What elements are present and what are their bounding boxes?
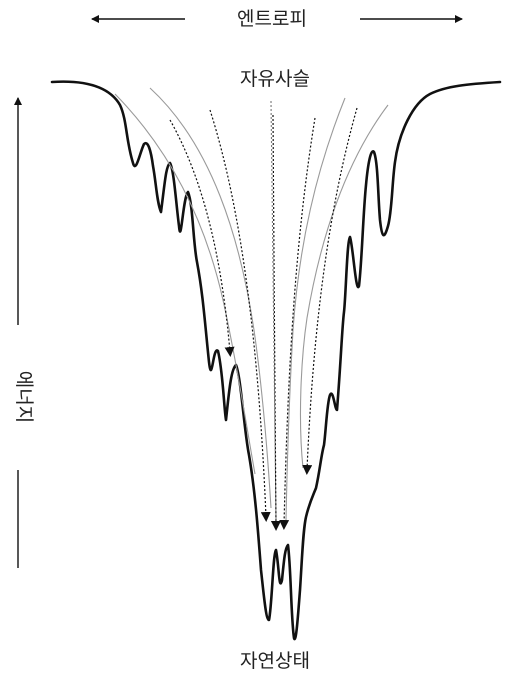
pathway-guide-left-inner (149, 87, 272, 509)
free-chain-label: 자유사슬 (240, 68, 310, 90)
pathway-arrow-right-center (279, 117, 316, 530)
pathway-guide-left-outer (114, 93, 256, 475)
pathway-guide-center (270, 100, 277, 521)
energy-label: 에너지 (13, 371, 35, 423)
pathway-guide-right-inner (285, 97, 346, 521)
funnel-landscape-curve (50, 80, 502, 641)
native-state-label: 자연상태 (240, 650, 310, 672)
pathway-arrow-left-lower (209, 109, 271, 522)
pathway-arrow-left-upper (169, 119, 235, 357)
pathway-guide-right-outer (299, 104, 389, 469)
entropy-label: 엔트로피 (237, 8, 307, 30)
pathway-arrow-right-lower (302, 107, 358, 475)
pathway-arrow-center (270, 114, 281, 531)
